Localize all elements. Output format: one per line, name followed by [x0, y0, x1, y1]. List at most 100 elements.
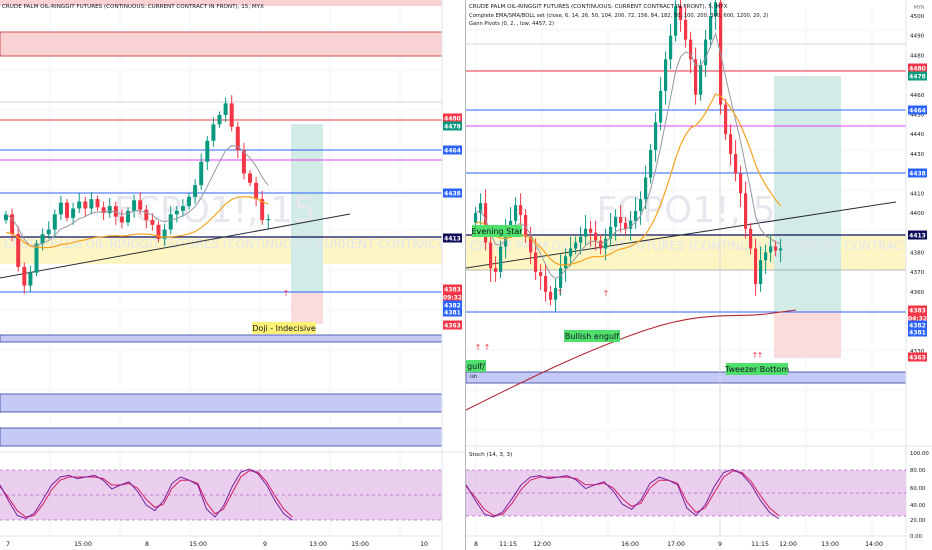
candle-body[interactable] — [559, 268, 563, 288]
candle-body[interactable] — [77, 201, 82, 209]
candle-body[interactable] — [193, 185, 198, 197]
candle-body[interactable] — [126, 210, 130, 223]
candle-body[interactable] — [107, 206, 112, 214]
candle-body[interactable] — [599, 240, 603, 249]
candle-body[interactable] — [574, 242, 578, 249]
left-chart-panel[interactable]: FCPO1!, 15 CRUDE PALM OIL-RINGGIT FUTURES… — [0, 0, 466, 550]
candle-body[interactable] — [674, 6, 678, 36]
candle-body[interactable] — [132, 200, 137, 211]
candle-body[interactable] — [624, 222, 628, 229]
pattern-label-bg[interactable] — [252, 322, 316, 334]
candle-body[interactable] — [211, 124, 216, 141]
candle-body[interactable] — [679, 6, 683, 20]
take-profit-zone[interactable] — [774, 76, 841, 311]
candle-body[interactable] — [699, 65, 703, 95]
candle-body[interactable] — [484, 203, 488, 243]
candle-body[interactable] — [479, 203, 483, 213]
candle-body[interactable] — [564, 256, 568, 269]
candle-body[interactable] — [174, 210, 179, 215]
candle-body[interactable] — [749, 228, 753, 249]
candle-body[interactable] — [569, 248, 573, 257]
candle-body[interactable] — [629, 220, 633, 229]
tweezer-bottom-label-bg[interactable] — [726, 363, 788, 375]
take-profit-zone[interactable] — [291, 124, 323, 292]
candle-body[interactable] — [474, 213, 478, 223]
candle-body[interactable] — [254, 182, 259, 200]
candle-body[interactable] — [499, 246, 503, 273]
candle-body[interactable] — [649, 149, 653, 178]
candle-body[interactable] — [162, 229, 167, 239]
candle-body[interactable] — [769, 246, 773, 253]
candle-body[interactable] — [144, 209, 149, 221]
candle-body[interactable] — [524, 214, 528, 237]
trend-line[interactable] — [0, 213, 351, 279]
candle-body[interactable] — [734, 153, 738, 174]
candle-body[interactable] — [614, 216, 618, 227]
candle-body[interactable] — [205, 140, 210, 162]
engulf-label-cut-bg[interactable] — [466, 360, 486, 372]
candle-body[interactable] — [199, 161, 204, 186]
price-axis[interactable] — [906, 0, 932, 550]
candle-body[interactable] — [764, 252, 768, 261]
candle-body[interactable] — [744, 193, 748, 229]
candle-body[interactable] — [22, 266, 27, 286]
candle-body[interactable] — [40, 234, 45, 244]
candle-body[interactable] — [689, 39, 693, 60]
price-axis[interactable] — [442, 0, 466, 550]
candle-body[interactable] — [83, 201, 88, 209]
candle-body[interactable] — [579, 236, 583, 243]
stop-loss-zone[interactable] — [291, 292, 323, 324]
right-chart-panel[interactable]: FCPO1!, 5 CRUDE PALM OIL-RINGGIT FUTURES … — [466, 0, 932, 550]
candle-body[interactable] — [684, 19, 688, 40]
candle-body[interactable] — [714, 2, 718, 16]
candle-body[interactable] — [729, 134, 733, 154]
candle-body[interactable] — [534, 252, 538, 273]
candle-body[interactable] — [248, 173, 252, 183]
candle-body[interactable] — [71, 208, 76, 218]
evening-star-label-bg[interactable] — [472, 225, 522, 237]
candle-body[interactable] — [589, 228, 593, 233]
candle-body[interactable] — [168, 214, 173, 230]
candle-body[interactable] — [694, 59, 698, 95]
candle-body[interactable] — [241, 150, 246, 174]
candle-body[interactable] — [504, 228, 508, 247]
candle-body[interactable] — [634, 211, 638, 221]
candle-body[interactable] — [119, 216, 124, 223]
candle-body[interactable] — [4, 214, 8, 221]
candle-body[interactable] — [16, 234, 21, 267]
candle-body[interactable] — [187, 196, 191, 207]
stop-loss-zone[interactable] — [774, 311, 841, 358]
candle-body[interactable] — [10, 214, 15, 235]
candle-body[interactable] — [604, 238, 608, 249]
candle-body[interactable] — [704, 39, 708, 66]
bullish-engulf-label-bg[interactable] — [564, 330, 620, 342]
candle-body[interactable] — [229, 103, 234, 127]
candle-body[interactable] — [654, 122, 658, 150]
candle-body[interactable] — [554, 287, 558, 300]
candle-body[interactable] — [489, 242, 493, 269]
candle-body[interactable] — [89, 199, 94, 209]
candle-body[interactable] — [754, 248, 758, 284]
candle-body[interactable] — [65, 202, 69, 218]
candle-body[interactable] — [529, 236, 533, 253]
candle-body[interactable] — [664, 59, 668, 91]
candle-body[interactable] — [494, 268, 498, 273]
candle-body[interactable] — [739, 173, 743, 194]
candle-body[interactable] — [266, 218, 271, 221]
candle-body[interactable] — [138, 200, 143, 210]
candle-body[interactable] — [52, 214, 57, 230]
candle-body[interactable] — [779, 248, 783, 251]
candle-body[interactable] — [101, 207, 106, 214]
candle-body[interactable] — [644, 177, 648, 200]
candle-body[interactable] — [759, 260, 763, 284]
candle-body[interactable] — [150, 220, 155, 225]
candle-body[interactable] — [549, 291, 553, 300]
trend-line[interactable] — [466, 201, 897, 269]
candle-body[interactable] — [774, 246, 778, 251]
candle-body[interactable] — [223, 103, 228, 116]
candle-body[interactable] — [514, 205, 518, 221]
panel-divider[interactable] — [465, 0, 466, 550]
candle-body[interactable] — [34, 243, 39, 273]
